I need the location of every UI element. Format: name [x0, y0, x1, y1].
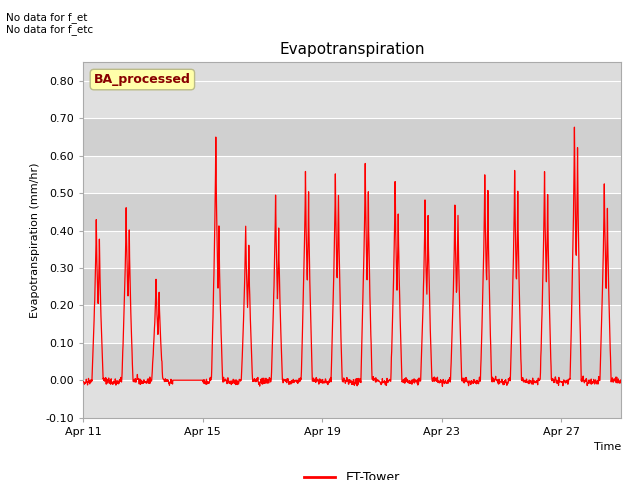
Y-axis label: Evapotranspiration (mm/hr): Evapotranspiration (mm/hr)	[30, 162, 40, 318]
Bar	[83, 268, 621, 305]
Bar	[83, 380, 621, 418]
X-axis label: Time: Time	[593, 442, 621, 452]
Text: BA_processed: BA_processed	[94, 73, 191, 86]
Bar	[83, 119, 621, 156]
Bar	[83, 343, 621, 380]
Text: No data for f_et
No data for f_etc: No data for f_et No data for f_etc	[6, 12, 93, 36]
Bar	[83, 193, 621, 231]
Title: Evapotranspiration: Evapotranspiration	[279, 42, 425, 57]
Legend: ET-Tower: ET-Tower	[300, 467, 404, 480]
Bar	[83, 305, 621, 343]
Bar	[83, 81, 621, 119]
Bar	[83, 231, 621, 268]
Bar	[83, 156, 621, 193]
